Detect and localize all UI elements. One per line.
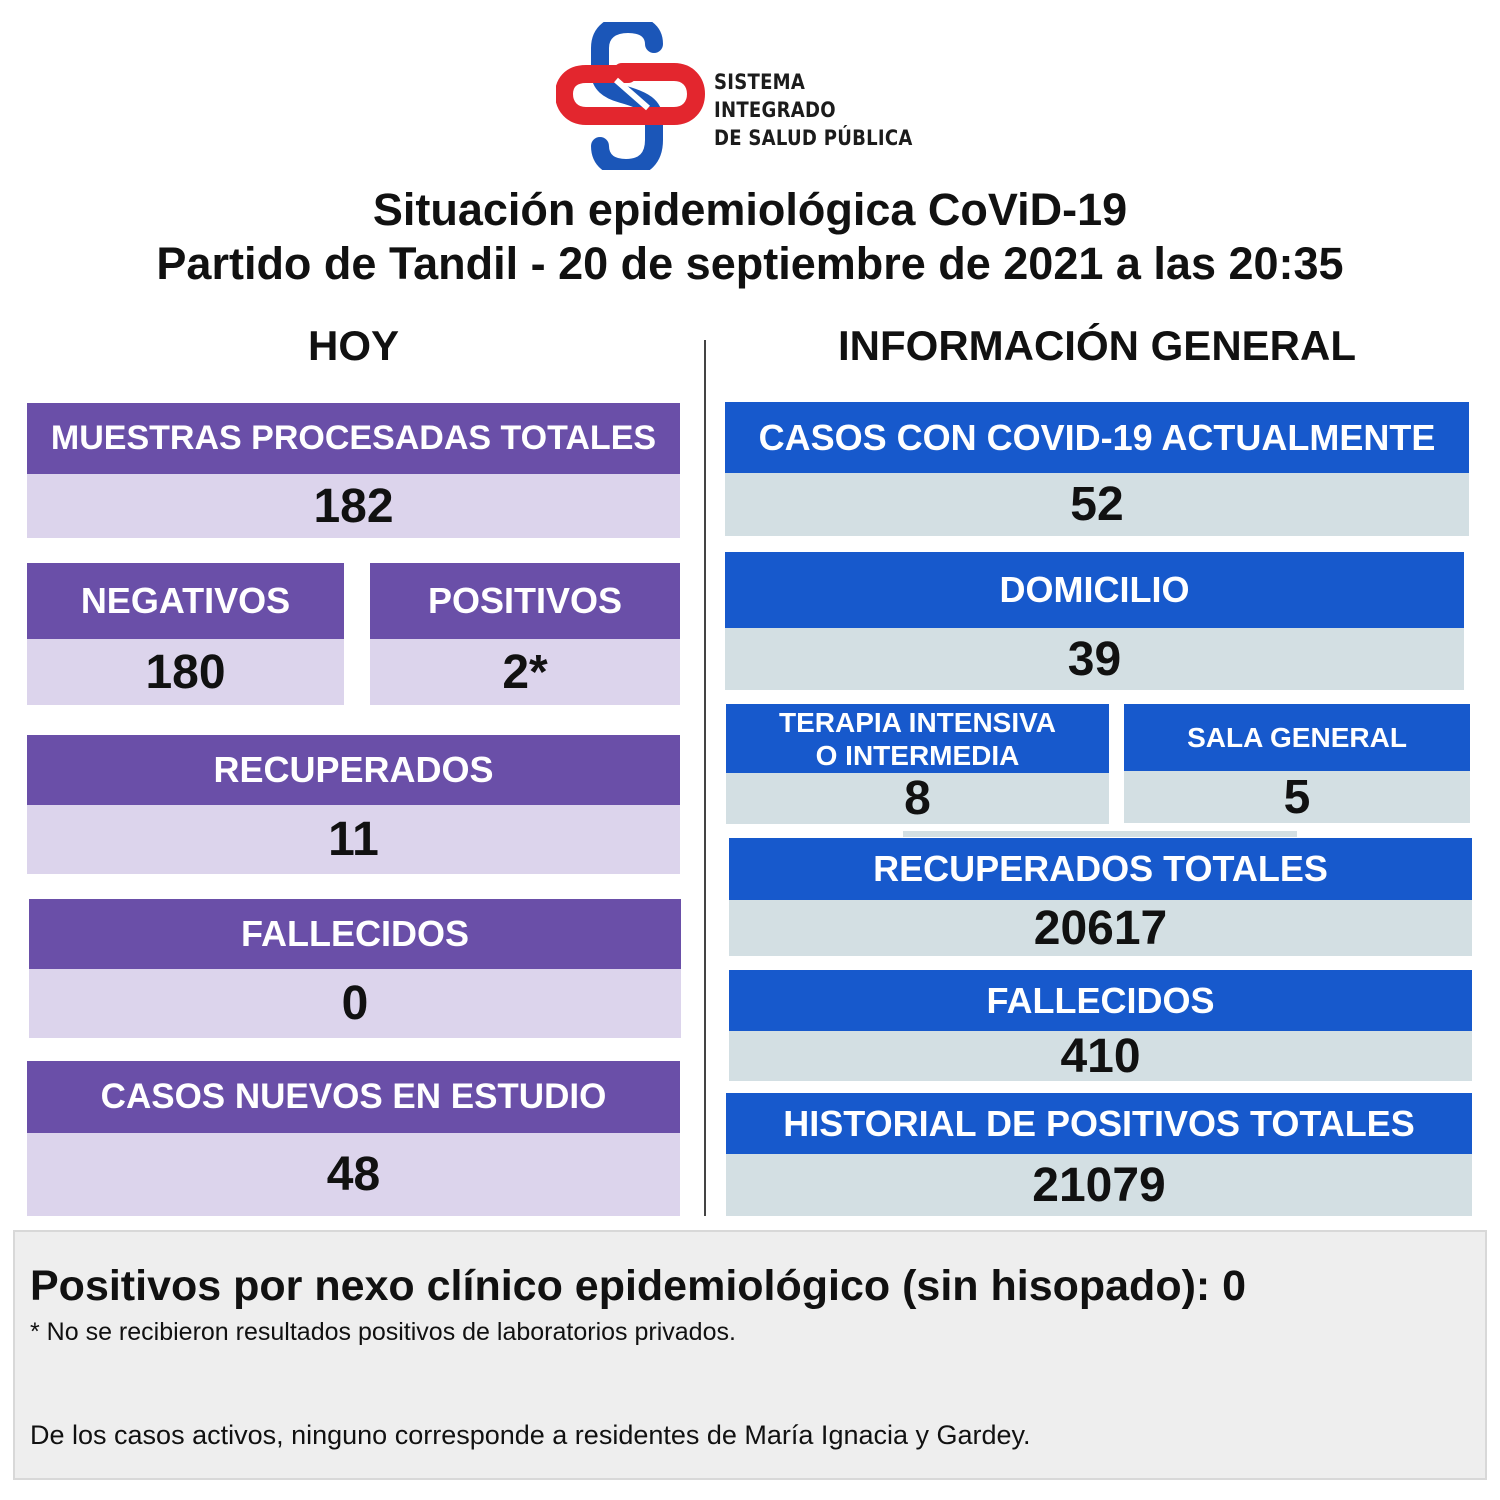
footer-box (13, 1230, 1487, 1480)
negativos-value: 180 (27, 639, 344, 705)
casos-nuevos-value: 48 (27, 1133, 680, 1216)
sala-general-value: 5 (1124, 771, 1470, 824)
fallecidos-value: 0 (29, 969, 681, 1038)
sala-general-header: SALA GENERAL (1124, 704, 1470, 771)
fallecidos-header: FALLECIDOS (29, 899, 681, 969)
health-system-logo-icon (556, 22, 706, 170)
positivos-value: 2* (370, 639, 680, 705)
muestras-value: 182 (27, 474, 680, 538)
muestras-header: MUESTRAS PROCESADAS TOTALES (27, 403, 680, 474)
recuperados-totales-value: 20617 (729, 900, 1472, 956)
logo-line-1: SISTEMA INTEGRADO (714, 70, 836, 122)
historial-positivos-value: 21079 (726, 1154, 1472, 1216)
recuperados-totales-header: RECUPERADOS TOTALES (729, 838, 1472, 900)
negativos-header: NEGATIVOS (27, 563, 344, 639)
note-laboratorios-privados: * No se recibieron resultados positivos … (30, 1318, 736, 1346)
casos-nuevos-header: CASOS NUEVOS EN ESTUDIO (27, 1061, 680, 1133)
terapia-header: TERAPIA INTENSIVA O INTERMEDIA (726, 704, 1109, 773)
title-line-1: Situación epidemiológica CoViD-19 (372, 184, 1128, 235)
terapia-label-line-1: TERAPIA INTENSIVA (779, 706, 1056, 738)
separator-strip (903, 831, 1297, 837)
historial-positivos-header: HISTORIAL DE POSITIVOS TOTALES (726, 1093, 1472, 1154)
fallecidos-totales-header: FALLECIDOS (729, 970, 1472, 1031)
logo-text: SISTEMA INTEGRADO DE SALUD PÚBLICA (714, 68, 922, 152)
heading-hoy: HOY (307, 322, 399, 369)
casos-actuales-header: CASOS CON COVID-19 ACTUALMENTE (725, 402, 1469, 473)
terapia-value: 8 (726, 772, 1109, 825)
logo-line-2: DE SALUD PÚBLICA (714, 126, 913, 150)
domicilio-value: 39 (725, 628, 1464, 690)
note-residentes: De los casos activos, ninguno correspond… (30, 1420, 1031, 1450)
nexo-clinico-text: Positivos por nexo clínico epidemiológic… (30, 1262, 1247, 1310)
domicilio-header: DOMICILIO (725, 552, 1464, 628)
terapia-label-line-2: O INTERMEDIA (815, 739, 1020, 771)
logo: SISTEMA INTEGRADO DE SALUD PÚBLICA (556, 22, 956, 170)
recuperados-header: RECUPERADOS (27, 735, 680, 805)
casos-actuales-value: 52 (725, 473, 1469, 536)
title-line-2: Partido de Tandil - 20 de septiembre de … (156, 238, 1344, 289)
fallecidos-totales-value: 410 (729, 1030, 1472, 1083)
heading-informacion-general: INFORMACIÓN GENERAL (838, 322, 1356, 369)
column-divider (704, 340, 706, 1216)
recuperados-value: 11 (27, 805, 680, 874)
positivos-header: POSITIVOS (370, 563, 680, 639)
